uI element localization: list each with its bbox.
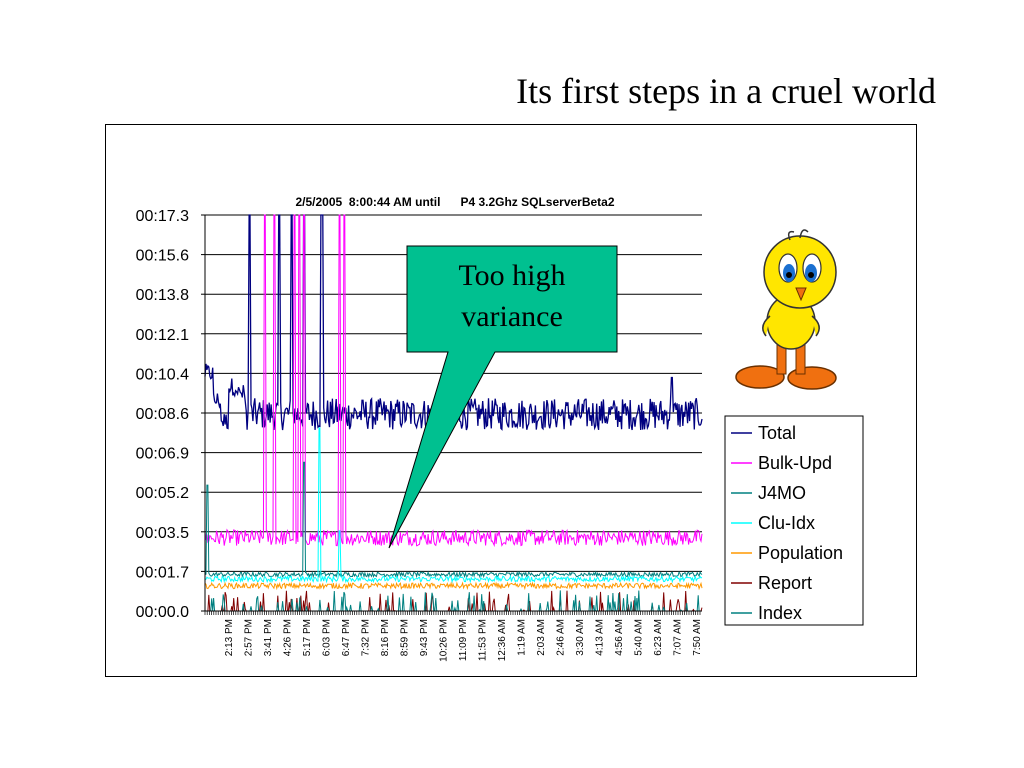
x-tick-label: 2:03 AM — [536, 619, 547, 656]
x-tick-label: 12:36 AM — [497, 619, 508, 661]
y-tick-label: 00:17.3 — [136, 208, 189, 225]
y-tick-label: 00:12.1 — [136, 327, 189, 344]
x-tick-label: 4:56 AM — [614, 619, 625, 656]
callout-bubble — [388, 245, 618, 549]
y-tick-label: 00:08.6 — [136, 406, 189, 423]
legend-label: Total — [758, 423, 796, 443]
y-tick-label: 00:00.0 — [136, 604, 189, 621]
x-tick-label: 4:26 PM — [283, 619, 294, 656]
chart-title: 2/5/2005 8:00:44 AM until P4 3.2Ghz SQLs… — [295, 195, 614, 209]
x-tick-label: 11:09 PM — [458, 619, 469, 661]
x-tick-label: 6:47 PM — [341, 619, 352, 656]
x-tick-label: 7:07 AM — [673, 619, 684, 656]
y-tick-label: 00:15.6 — [136, 248, 189, 265]
x-tick-label: 6:03 PM — [322, 619, 333, 656]
chart-frame — [105, 124, 917, 677]
series-line-bulk-upd — [204, 214, 703, 548]
x-tick-label: 2:57 PM — [244, 619, 255, 656]
y-tick-label: 00:01.7 — [136, 564, 189, 581]
callout-text-line2: variance — [461, 300, 563, 333]
y-axis-ticks: 00:00.0 00:01.7 00:03.5 00:05.2 00:06.9 00:08… — [136, 208, 205, 621]
yellow-bird-illustration — [735, 229, 837, 390]
x-tick-label: 9:43 PM — [419, 619, 430, 656]
legend-label: J4MO — [758, 483, 806, 503]
legend-label: Bulk-Upd — [758, 453, 832, 473]
slide-title: Its first steps in a cruel world — [516, 71, 936, 111]
x-tick-label: 4:13 AM — [595, 619, 606, 656]
series-line-population — [204, 581, 703, 591]
callout-text-line1: Too high — [458, 259, 565, 292]
x-tick-label: 10:26 PM — [439, 619, 450, 662]
legend: Total Bulk-Upd J4MO Clu-Idx Population Report… — [724, 415, 864, 626]
x-tick-label: 1:19 AM — [517, 619, 528, 656]
series-line-j4mo — [204, 461, 703, 579]
x-tick-label: 3:30 AM — [575, 619, 586, 656]
legend-label: Report — [758, 573, 812, 593]
legend-label: Clu-Idx — [758, 513, 815, 533]
y-tick-label: 00:10.4 — [136, 366, 189, 383]
x-tick-label: 7:50 AM — [692, 619, 703, 656]
legend-label: Index — [758, 603, 802, 623]
y-tick-label: 00:03.5 — [136, 525, 189, 542]
x-tick-label: 5:17 PM — [302, 619, 313, 656]
x-tick-label: 2:46 AM — [556, 619, 567, 656]
x-tick-label: 11:53 PM — [478, 619, 489, 661]
x-tick-label: 2:13 PM — [224, 619, 235, 656]
y-tick-label: 00:05.2 — [136, 485, 189, 502]
series-line-clu-idx — [204, 427, 703, 584]
legend-label: Population — [758, 543, 843, 563]
x-tick-label: 3:41 PM — [263, 619, 274, 656]
x-tick-label: 7:32 PM — [361, 619, 372, 656]
x-tick-label: 6:23 AM — [653, 619, 664, 656]
x-tick-label: 8:16 PM — [380, 619, 391, 656]
callout: Too high variance — [388, 245, 618, 549]
x-tick-label: 5:40 AM — [634, 619, 645, 656]
y-tick-label: 00:13.8 — [136, 287, 189, 304]
x-tick-label: 8:59 PM — [400, 619, 411, 656]
y-tick-label: 00:06.9 — [136, 446, 189, 463]
x-axis-ticks: 2:13 PM 2:57 PM 3:41 PM 4:26 PM 5:17 PM 6:03 … — [204, 611, 703, 662]
legend-box — [724, 415, 864, 626]
